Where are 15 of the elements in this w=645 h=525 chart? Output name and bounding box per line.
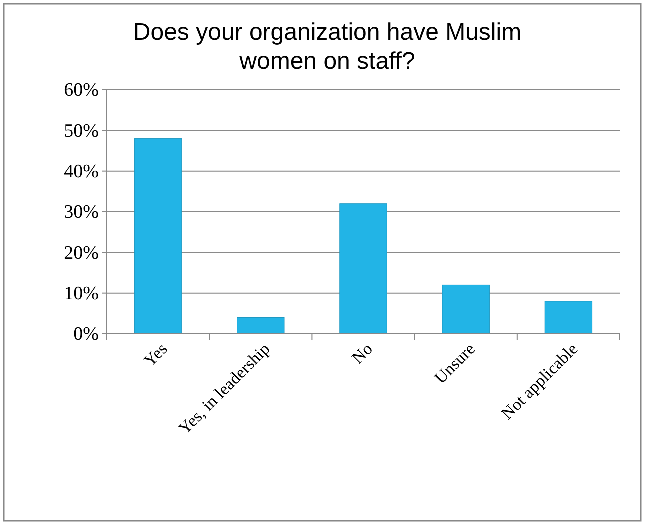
y-tick-label: 40% [64,161,100,182]
y-tick-label: 20% [64,242,100,264]
y-tick-label: 30% [64,202,100,224]
bar [544,301,593,334]
chart-title: Does your organization have Muslim women on staff? [133,19,522,75]
bar [134,138,182,334]
bar [340,204,388,334]
y-tick-label: 10% [64,283,100,304]
y-tick-label: 0% [74,324,100,346]
bar [442,284,490,334]
x-tick-label: No [348,340,376,368]
bar [237,317,285,334]
x-tick-label: Yes [140,340,172,370]
y-tick-label: 50% [64,120,100,142]
y-tick-label: 60% [64,80,100,102]
